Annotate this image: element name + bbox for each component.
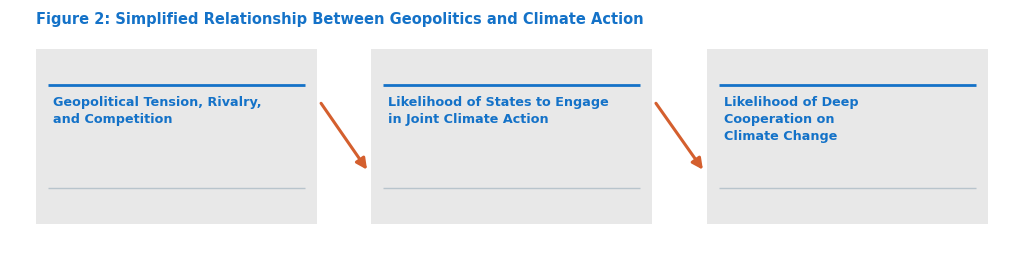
Text: Figure 2: Simplified Relationship Between Geopolitics and Climate Action: Figure 2: Simplified Relationship Betwee…: [36, 12, 643, 27]
Text: Likelihood of States to Engage
in Joint Climate Action: Likelihood of States to Engage in Joint …: [388, 96, 609, 126]
FancyBboxPatch shape: [707, 49, 988, 224]
FancyBboxPatch shape: [36, 49, 317, 224]
Text: Likelihood of Deep
Cooperation on
Climate Change: Likelihood of Deep Cooperation on Climat…: [724, 96, 858, 143]
Text: Geopolitical Tension, Rivalry,
and Competition: Geopolitical Tension, Rivalry, and Compe…: [53, 96, 262, 126]
FancyBboxPatch shape: [371, 49, 652, 224]
